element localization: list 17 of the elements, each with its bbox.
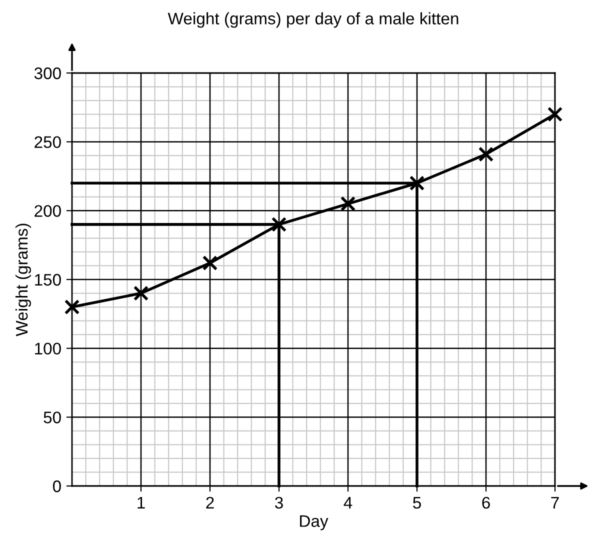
x-tick-label: 3	[275, 496, 283, 509]
x-tick-label: 5	[413, 497, 421, 509]
x-tick-label: 4	[344, 497, 352, 508]
x-tick-label: 2	[206, 496, 214, 508]
y-tick-label: 100	[35, 342, 61, 355]
chart-title: Weight (grams) per day of a male kitten	[168, 12, 458, 28]
x-axis-title: Day	[300, 515, 328, 530]
y-tick-label: 200	[34, 205, 61, 217]
y-tick-label: 50	[44, 412, 61, 424]
y-tick-label: 250	[34, 136, 61, 148]
y-tick-label: 150	[35, 274, 61, 286]
x-tick-label: 6	[482, 496, 490, 509]
x-tick-label: 1	[138, 497, 145, 508]
x-tick-label: 7	[551, 497, 559, 508]
y-tick-label: 0	[52, 480, 61, 492]
y-tick-label: 300	[34, 67, 61, 80]
y-axis-title: Weight (grams)	[15, 224, 31, 336]
